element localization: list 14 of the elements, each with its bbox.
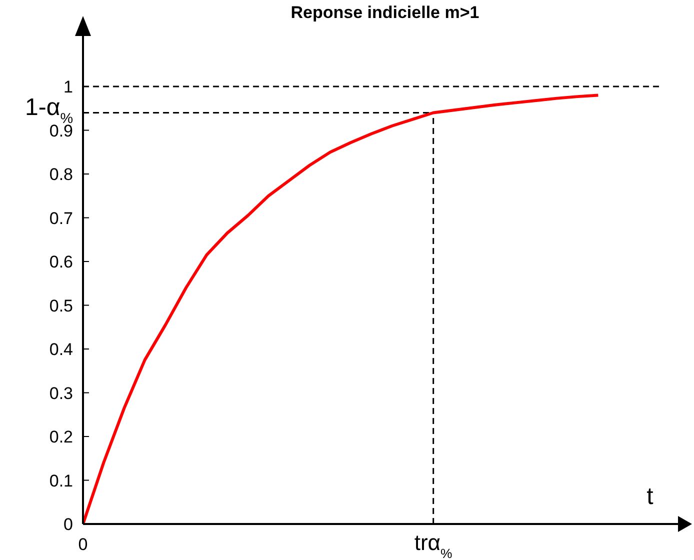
y-tick-label: 0.2 bbox=[49, 428, 73, 446]
y-tick-label: 0.5 bbox=[49, 296, 73, 316]
y-tick-label: 0.3 bbox=[49, 384, 73, 403]
y-tick-label: 0.8 bbox=[49, 165, 73, 184]
chart-title: Reponse indicielle m>1 bbox=[290, 3, 480, 22]
x-tick-label: trα$_{%}$ bbox=[414, 530, 453, 560]
y-tick-label: 0.4 bbox=[49, 340, 73, 359]
y-tick-label: 0 bbox=[64, 515, 73, 534]
y-tick-label: 0.1 bbox=[49, 471, 73, 490]
x-axis-title: t bbox=[646, 483, 654, 510]
line-series bbox=[83, 94, 600, 524]
y-tick-label: 0.7 bbox=[49, 208, 73, 228]
y-tick-label: 1 bbox=[64, 78, 73, 96]
y-tick-label: 0.6 bbox=[49, 252, 73, 272]
